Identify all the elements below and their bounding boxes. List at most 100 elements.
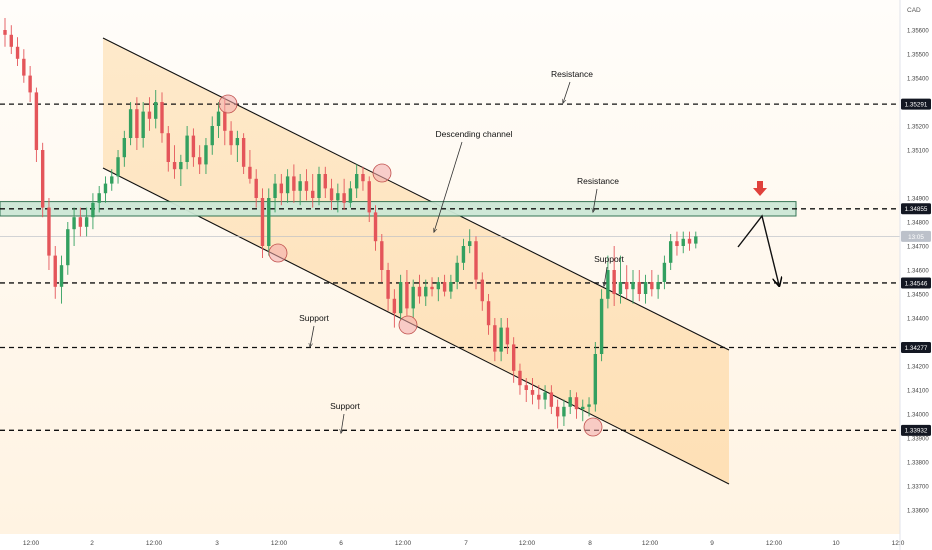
channel-touch-circle-2 [268,243,288,263]
candle [354,164,359,198]
candle [637,270,641,302]
candle [424,279,428,306]
candle [668,234,673,270]
candle [279,174,284,206]
candle [103,176,108,203]
current-price-tag-text: 13:05 [908,234,924,241]
annotation-label-5: Support [330,401,360,411]
annotation-pointer-4 [310,325,315,347]
candle [216,102,221,138]
candle [254,169,258,208]
candle [505,318,510,354]
level-price-tag-text-3: 1.34277 [905,345,928,352]
candle [643,274,648,304]
y-tick-label: 1.33600 [907,509,929,515]
candle [9,25,13,54]
candle [292,164,296,203]
candle [681,231,685,254]
candle [524,378,528,402]
candle [122,130,127,167]
candle [91,193,95,230]
y-tick-label: 1.33800 [907,461,929,467]
time-axis-background [0,534,932,550]
candle [154,90,158,129]
candle [650,270,654,297]
channel-touch-circle-3 [398,315,418,335]
currency-label: CAD [907,7,921,14]
candle [474,236,478,290]
candle [499,318,503,362]
y-tick-label: 1.34700 [907,245,929,251]
candle [3,18,7,47]
candle [430,277,434,297]
y-tick-label: 1.35600 [907,29,929,35]
candle [599,289,604,362]
candle [518,363,522,395]
level-price-tag-0 [901,98,931,110]
candle [185,126,189,170]
y-tick-label: 1.35200 [907,125,929,131]
candle [656,274,660,299]
candle [574,392,579,419]
candle [172,145,177,179]
candle [128,102,133,146]
x-tick-label: 12:00 [146,540,163,547]
annotation-label-2: Resistance [577,176,619,186]
candle [662,255,667,290]
y-tick-label: 1.34000 [907,413,929,419]
candle [191,128,196,167]
candle [455,255,459,290]
y-tick-label: 1.34200 [907,365,929,371]
y-tick-label: 1.35100 [907,149,929,155]
candle [317,166,321,206]
candle [141,102,145,148]
level-price-tag-text-1: 1.34855 [905,206,928,213]
candle [197,145,202,174]
candle [273,174,277,213]
x-tick-label: 9 [710,540,714,547]
x-tick-label: 2 [90,540,94,547]
level-price-tag-2 [901,277,931,289]
x-tick-label: 3 [215,540,219,547]
candle [612,246,616,306]
candle [436,277,441,302]
candle [267,188,271,256]
level-price-tag-text-4: 1.33932 [905,428,928,435]
x-tick-label: 7 [464,540,468,547]
candle [411,279,415,318]
candle [28,66,32,102]
candle [323,166,327,198]
candle [229,121,233,155]
annotation-pointer-1 [434,141,463,232]
candle [241,133,246,174]
candle [417,274,422,304]
y-tick-label: 1.35400 [907,77,929,83]
candle [47,198,51,270]
annotation-pointer-2 [593,188,598,212]
current-price-tag [901,230,931,242]
annotation-label-3: Support [594,254,624,264]
x-tick-label: 8 [588,540,592,547]
candle [78,207,83,237]
candle [304,169,309,201]
level-price-tag-text-2: 1.34546 [905,280,928,287]
candle [84,207,89,237]
candle [97,186,101,213]
candle [405,270,409,316]
level-price-tag-4 [901,424,931,436]
candle [618,255,623,304]
candle [166,126,170,172]
candle [555,399,560,429]
candle [530,378,535,405]
candle [493,318,497,362]
level-price-tag-3 [901,342,931,354]
candle [511,337,516,383]
y-tick-label: 1.35500 [907,53,929,59]
candle [348,181,353,208]
candle [179,154,183,186]
candle [606,255,610,309]
candle [34,87,39,162]
y-tick-label: 1.34900 [907,197,929,203]
annotation-pointer-5 [341,413,345,433]
candle [537,385,541,410]
